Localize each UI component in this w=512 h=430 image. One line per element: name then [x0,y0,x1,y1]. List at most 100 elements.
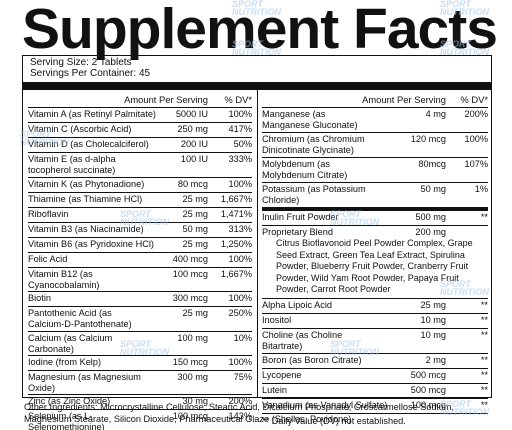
amount: 400 mcg [172,254,208,264]
header-dv: % DV* [460,94,488,105]
amount: 500 mcg [410,369,446,380]
amount: 10 mg [420,314,446,325]
nutrient-name: Vitamin B12 (as Cyanocobalamin) [28,269,100,290]
nutrient-name: Folic Acid [28,254,68,264]
nutrient-row: Vanadium (as Vanadyl Sulfate) 100 mcg ** [262,399,488,414]
nutrient-name: Inositol [262,314,292,325]
amount: 25 mg [182,209,208,219]
amount: 2 mg [425,354,446,365]
amount: 300 mcg [172,293,208,303]
nutrient-row: Boron (as Boron Citrate) 2 mg ** [262,354,488,369]
daily-value: 1,250% [220,239,252,249]
daily-value: 200% [228,396,253,406]
nutrient-name: Vitamin C (Ascorbic Acid) [28,124,132,134]
nutrient-name: Biotin [28,293,51,303]
header-amount: Amount Per Serving [124,94,208,105]
servings-per-container: Servings Per Container: 45 [30,68,151,79]
daily-value: ** [480,329,488,340]
daily-value: 1,471% [220,209,252,219]
footnote: ** Daily Value (DV) not established. [262,415,406,426]
header-dv: % DV* [224,94,252,105]
nutrient-name: Vitamin B3 (as Niacinamide) [28,224,144,234]
nutrient-row: Vitamin B12 (as Cyanocobalamin) 100 mcg 1,… [28,268,252,292]
nutrient-name: Selenium (as L-Selenomethionine) [28,411,105,430]
nutrient-row: Vitamin D (as Cholecalciferol) 200 IU 50% [28,138,252,153]
nutrient-name: Vanadium (as Vanadyl Sulfate) [262,399,388,410]
amount: 120 mcg [410,134,446,144]
blend-description: Citrus Bioflavonoid Peel Powder Complex,… [276,238,473,295]
nutrient-name: Inulin Fruit Powder [262,212,339,222]
daily-value: 1% [474,184,488,194]
nutrient-name: Lycopene [262,369,302,380]
daily-value: 100% [228,179,253,189]
nutrient-row: Vitamin A (as Retinyl Palmitate) 5000 IU 1… [28,108,252,123]
nutrient-name: Riboflavin [28,209,69,219]
nutrient-row: Chromium (as Chromium Dinicotinate Glyci… [262,133,488,158]
daily-value: 250% [228,308,253,318]
nutrient-row: Lycopene 500 mcg ** [262,369,488,384]
amount: 5000 IU [175,109,208,119]
nutrient-name: Calcium (as Calcium Carbonate) [28,333,113,354]
daily-value: ** [480,384,488,395]
nutrient-name: Potassium (as Potassium Chloride) [262,184,366,205]
daily-value: ** [480,212,488,222]
header-amount: Amount Per Serving [362,94,446,105]
nutrient-row: Vitamin C (Ascorbic Acid) 250 mg 417% [28,123,252,138]
amount: 50 mg [420,184,446,194]
amount: 4 mg [425,109,446,119]
nutrient-name: Zinc (as Zinc Oxide) [28,396,111,406]
nutrient-name: Iodine (from Kelp) [28,357,102,367]
amount: 10 mg [420,329,446,340]
daily-value: ** [480,314,488,325]
nutrient-name: Vitamin K (as Phytonadione) [28,179,145,189]
header-row: Amount Per Serving % DV* [28,94,252,108]
nutrient-row: Choline (as Choline Bitartrate) 10 mg ** [262,329,488,354]
amount: 100 IU [180,154,208,164]
amount: 25 mg [182,239,208,249]
nutrient-row: Thiamine (as Thiamine HCl) 25 mg 1,667% [28,193,252,208]
daily-value: 417% [228,124,253,134]
daily-value: 75% [233,372,252,382]
amount: 100 mg [177,333,208,343]
daily-value: 313% [228,224,253,234]
nutrient-name: Alpha Lipoic Acid [262,299,332,310]
amount: 80 mcg [177,179,208,189]
title: Supplement Facts [22,0,498,61]
nutrient-name: Proprietary Blend [262,227,333,237]
nutrient-row: Folic Acid 400 mcg 100% [28,253,252,268]
nutrient-name: Choline (as Choline Bitartrate) [262,329,343,351]
daily-value: 200% [464,109,489,119]
amount: 100 mcg [410,399,446,410]
daily-value: 1,667% [220,194,252,204]
rule [22,397,492,398]
nutrient-row: Lutein 500 mcg ** [262,384,488,399]
nutrient-row: Calcium (as Calcium Carbonate) 100 mg 10% [28,332,252,356]
serving-size: Serving Size: 2 Tablets [30,57,132,68]
other-ingredients: Other Ingredients: Microcrystalline Cell… [24,402,454,424]
amount: 100 mcg [172,269,208,279]
nutrient-name: Vitamin A (as Retinyl Palmitate) [28,109,156,119]
daily-value: ** [480,354,488,365]
spacer [28,94,116,107]
divider [257,90,258,398]
nutrient-row: Inulin Fruit Powder 500 mg ** [262,211,488,226]
border [491,55,492,398]
nutrient-row: Potassium (as Potassium Chloride) 50 mg 1% [262,183,488,211]
daily-value: 10% [233,333,252,343]
nutrient-name: Vitamin B6 (as Pyridoxine HCl) [28,239,154,249]
nutrient-row: Manganese (as Manganese Gluconate) 4 mg 20… [262,108,488,133]
nutrient-name: Magnesium (as Magnesium Oxide) [28,372,141,393]
amount: 80mcg [418,159,446,169]
nutrient-row: Proprietary Blend 200 mg Citrus Bioflavono… [262,226,488,299]
nutrient-row: Alpha Lipoic Acid 25 mg ** [262,299,488,314]
nutrient-row: Inositol 10 mg ** [262,314,488,329]
nutrient-name: Chromium (as Chromium Dinicotinate Glyci… [262,134,365,155]
amount: 250 mg [177,124,208,134]
nutrient-name: Molybdenum (as Molybdenum Citrate) [262,159,348,180]
nutrient-row: Riboflavin 25 mg 1,471% [28,208,252,223]
nutrient-row: Magnesium (as Magnesium Oxide) 300 mg 75% [28,371,252,395]
daily-value: 50% [233,139,252,149]
amount: 25 mg [182,308,208,318]
amount: 500 mg [415,212,446,222]
